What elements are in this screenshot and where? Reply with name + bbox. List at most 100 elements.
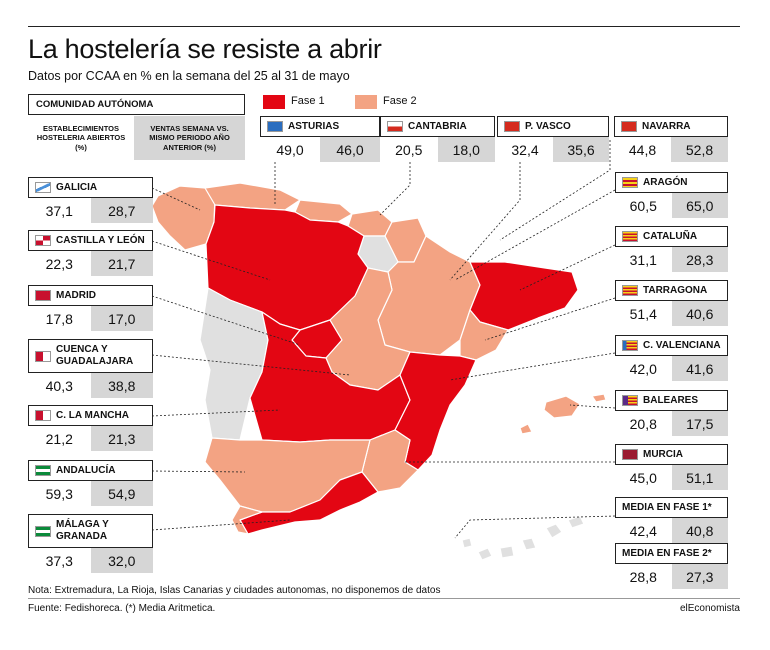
bottom-rule	[28, 598, 740, 599]
open-value: 42,4	[629, 522, 657, 539]
open-value: 31,1	[629, 251, 657, 268]
open-value: 21,2	[45, 430, 73, 447]
region-malaga-granada	[239, 471, 379, 535]
card-baleares: BALEARES 20,8 17,5	[615, 390, 728, 436]
card-label: MEDIA EN FASE 2*	[622, 548, 712, 559]
fase2-label: Fase 2	[383, 95, 417, 107]
card-label: P. VASCO	[525, 121, 571, 132]
region-canarias-2	[477, 547, 493, 561]
card-castilla-la-mancha: C. LA MANCHA 21,2 21,3	[28, 405, 153, 451]
card-label: MURCIA	[643, 449, 683, 460]
region-canarias-1	[461, 537, 473, 549]
valencia-flag-icon	[622, 340, 638, 351]
card-label: NAVARRA	[642, 121, 691, 132]
card-media-fase1: MEDIA EN FASE 1* 42,4 40,8	[615, 497, 728, 543]
open-value: 17,8	[45, 310, 73, 327]
card-label: CATALUÑA	[643, 231, 698, 242]
sales-value: 35,6	[553, 137, 609, 162]
card-cantabria: CANTABRIA 20,5 18,0	[380, 116, 495, 162]
footnote: Nota: Extremadura, La Rioja, Islas Canar…	[28, 585, 441, 596]
open-establishments-header: ESTABLECIMIENTOS HOSTELERIA ABIERTOS (%)	[28, 116, 134, 160]
card-madrid: MADRID 17,8 17,0	[28, 285, 153, 331]
sales-value: 27,3	[671, 564, 728, 589]
card-malaga-granada: MÁLAGA Y GRANADA 37,3 32,0	[28, 514, 153, 573]
sales-value: 46,0	[320, 137, 380, 162]
open-value: 20,8	[629, 415, 657, 432]
cantabria-flag-icon	[387, 121, 403, 132]
region-canarias-5	[545, 523, 563, 539]
pais-vasco-flag-icon	[504, 121, 520, 132]
open-value: 37,3	[45, 552, 73, 569]
open-value: 45,0	[629, 469, 657, 486]
open-value: 60,5	[629, 197, 657, 214]
open-value: 32,4	[511, 141, 539, 158]
card-valenciana: C. VALENCIANA 42,0 41,6	[615, 335, 728, 381]
sales-value: 38,8	[90, 373, 153, 398]
card-label: MÁLAGA Y GRANADA	[56, 519, 109, 542]
sales-value: 28,7	[90, 198, 153, 223]
card-label: CUENCA Y GUADALAJARA	[56, 344, 134, 367]
card-andalucia: ANDALUCÍA 59,3 54,9	[28, 460, 153, 506]
region-baleares-ibiza	[519, 423, 533, 435]
region-canarias-4	[521, 537, 537, 551]
sales-value: 41,6	[671, 356, 728, 381]
region-extremadura	[199, 287, 269, 441]
card-label: TARRAGONA	[643, 285, 708, 296]
cataluna-flag-icon	[622, 285, 638, 296]
sales-value: 21,7	[90, 251, 153, 276]
card-label: CASTILLA Y LEÓN	[56, 235, 145, 246]
card-media-fase2: MEDIA EN FASE 2* 28,8 27,3	[615, 543, 728, 589]
castilla-leon-flag-icon	[35, 235, 51, 246]
region-tarragona	[459, 309, 509, 361]
region-malaga-granada-west	[231, 505, 263, 535]
sales-value: 28,3	[671, 247, 728, 272]
card-label: ANDALUCÍA	[56, 465, 116, 476]
card-label: GALICIA	[56, 182, 98, 193]
sales-value: 40,8	[671, 518, 728, 543]
open-value: 59,3	[45, 485, 73, 502]
sales-value: 51,1	[671, 465, 728, 490]
cataluna-flag-icon	[622, 231, 638, 242]
card-aragon: ARAGÓN 60,5 65,0	[615, 172, 728, 218]
card-label: MEDIA EN FASE 1*	[622, 502, 712, 513]
card-asturias: ASTURIAS 49,0 46,0	[260, 116, 380, 162]
sales-value: 17,0	[90, 306, 153, 331]
andalucia-flag-icon	[35, 465, 51, 476]
card-label: CANTABRIA	[408, 121, 467, 132]
aragon-flag-icon	[622, 177, 638, 188]
sales-vs-last-year-header: VENTAS SEMANA VS. MISMO PERIODO AÑO ANTE…	[134, 116, 245, 160]
fase2-swatch	[355, 95, 377, 109]
open-value: 37,1	[45, 202, 73, 219]
region-baleares-menorca	[591, 393, 607, 403]
fase1-swatch	[263, 95, 285, 109]
open-value: 20,5	[395, 141, 423, 158]
open-value: 49,0	[276, 141, 304, 158]
open-value: 42,0	[629, 360, 657, 377]
top-rule	[28, 26, 740, 27]
page-subtitle: Datos por CCAA en % en la semana del 25 …	[28, 69, 350, 83]
sales-value: 65,0	[671, 193, 728, 218]
baleares-flag-icon	[622, 395, 638, 406]
card-navarra: NAVARRA 44,8 52,8	[614, 116, 728, 162]
card-label: ASTURIAS	[288, 121, 340, 132]
card-label: MADRID	[56, 290, 96, 301]
card-castilla-leon: CASTILLA Y LEÓN 22,3 21,7	[28, 230, 153, 276]
card-label: BALEARES	[643, 395, 699, 406]
card-label: ARAGÓN	[643, 177, 688, 188]
region-cataluna	[469, 261, 579, 331]
open-value: 28,8	[629, 568, 657, 585]
sales-value: 18,0	[437, 137, 495, 162]
open-value: 51,4	[629, 305, 657, 322]
open-value: 40,3	[45, 377, 73, 394]
galicia-flag-icon	[35, 182, 51, 193]
page-title: La hostelería se resiste a abrir	[28, 34, 382, 64]
sales-value: 52,8	[671, 137, 728, 162]
sales-value: 17,5	[671, 411, 728, 436]
open-value: 44,8	[628, 141, 657, 158]
card-pais-vasco: P. VASCO 32,4 35,6	[497, 116, 609, 162]
navarra-flag-icon	[621, 121, 637, 132]
card-cuenca-guadalajara: CUENCA Y GUADALAJARA 40,3 38,8	[28, 339, 153, 398]
sales-value: 32,0	[90, 548, 153, 573]
publisher-logo: elEconomista	[679, 603, 740, 614]
